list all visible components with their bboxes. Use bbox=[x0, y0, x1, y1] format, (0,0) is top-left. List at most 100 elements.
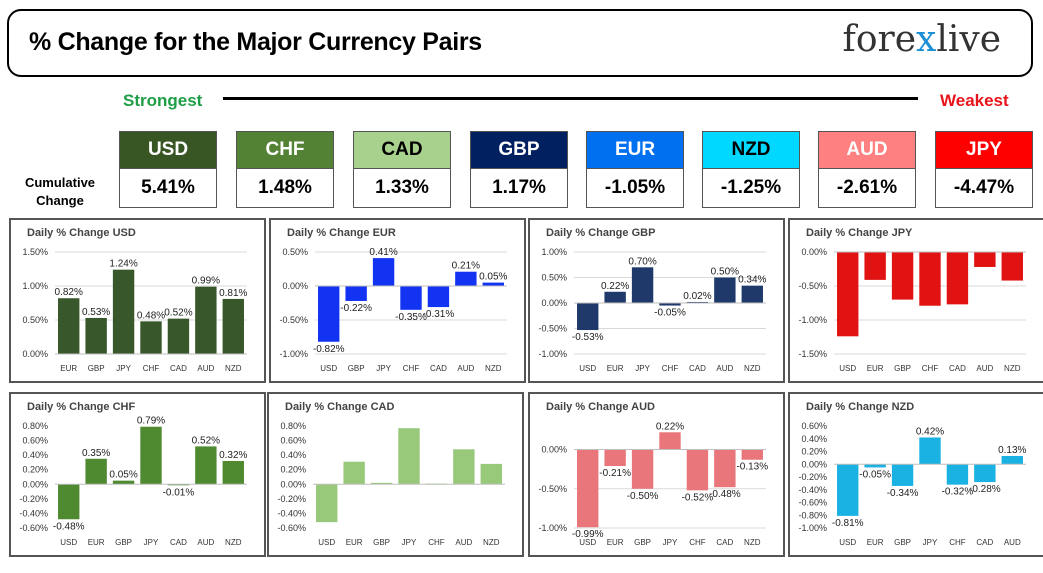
x-tick-label: CHF bbox=[662, 364, 679, 373]
x-tick-label: NZD bbox=[744, 538, 761, 547]
bar-eur bbox=[85, 458, 107, 485]
x-tick-label: AUD bbox=[976, 364, 993, 373]
chart-title: Daily % Change USD bbox=[27, 227, 136, 239]
data-label: 0.42% bbox=[916, 426, 944, 437]
bar-aud bbox=[453, 449, 475, 485]
data-label: -0.35% bbox=[395, 312, 427, 323]
data-label: 0.21% bbox=[452, 261, 480, 272]
data-label: -0.32% bbox=[942, 487, 974, 498]
x-tick-label: USD bbox=[579, 538, 596, 547]
currency-cell-gbp: GBP 1.17% bbox=[470, 131, 568, 208]
bar-gbp bbox=[891, 464, 914, 486]
data-label: 0.81% bbox=[219, 288, 247, 299]
x-tick-label: JPY bbox=[402, 538, 417, 547]
bar-eur bbox=[864, 252, 886, 280]
x-tick-label: USD bbox=[839, 538, 856, 547]
y-tick-label: -0.40% bbox=[798, 485, 827, 495]
y-tick-label: 0.50% bbox=[541, 273, 567, 283]
x-tick-label: GBP bbox=[348, 364, 365, 373]
x-tick-label: AUD bbox=[455, 538, 472, 547]
bar-jpy bbox=[140, 426, 162, 485]
x-tick-label: CHF bbox=[428, 538, 445, 547]
bar-chart: Daily % Change JPY -1.50% -1.00% -0.50% 0.00… bbox=[798, 227, 1026, 373]
currency-name: AUD bbox=[818, 131, 916, 169]
bar-eur bbox=[58, 298, 80, 354]
bar-chart: Daily % Change AUD -1.00% -0.50% 0.00% -0.99… bbox=[538, 401, 768, 547]
y-tick-label: 1.50% bbox=[22, 247, 48, 257]
bar-gbp bbox=[345, 286, 367, 301]
bar-chart: Daily % Change GBP -1.00% -0.50% 0.00% 0.50%… bbox=[538, 227, 766, 373]
currency-name: CAD bbox=[353, 131, 451, 169]
bar-cad bbox=[714, 449, 736, 488]
data-label: -0.81% bbox=[832, 518, 864, 529]
y-tick-label: 0.50% bbox=[282, 247, 308, 257]
y-tick-label: 0.80% bbox=[280, 421, 306, 431]
chart-panel-jpy: Daily % Change JPY -1.50% -1.00% -0.50% 0.00… bbox=[788, 218, 1043, 383]
x-tick-label: CHF bbox=[922, 364, 939, 373]
data-label: 0.79% bbox=[137, 416, 165, 427]
cumulative-value: 1.33% bbox=[353, 169, 451, 208]
chart-panel-usd: Daily % Change USD 0.00% 0.50% 1.00% 1.50% 0.… bbox=[9, 218, 266, 383]
x-tick-label: CHF bbox=[689, 538, 706, 547]
y-tick-label: 0.00% bbox=[801, 247, 827, 257]
x-tick-label: NZD bbox=[483, 538, 500, 547]
bar-usd bbox=[577, 449, 599, 528]
bar-jpy bbox=[372, 258, 395, 286]
data-label: 0.41% bbox=[369, 247, 397, 258]
x-tick-label: USD bbox=[839, 364, 856, 373]
cumulative-value: -4.47% bbox=[935, 169, 1033, 208]
x-tick-label: EUR bbox=[867, 538, 884, 547]
data-label: -0.48% bbox=[709, 489, 741, 500]
cumulative-value: -1.25% bbox=[702, 169, 800, 208]
currency-name: GBP bbox=[470, 131, 568, 169]
data-label: -0.01% bbox=[163, 487, 195, 498]
bar-jpy bbox=[631, 267, 654, 303]
x-tick-label: JPY bbox=[116, 364, 131, 373]
data-label: 0.32% bbox=[219, 450, 247, 461]
x-tick-label: CHF bbox=[949, 538, 966, 547]
bar-aud bbox=[974, 252, 996, 267]
cumulative-value: -2.61% bbox=[818, 169, 916, 208]
bar-nzd bbox=[482, 282, 504, 286]
x-tick-label: JPY bbox=[923, 538, 938, 547]
y-tick-label: 0.60% bbox=[280, 436, 306, 446]
x-tick-label: GBP bbox=[894, 364, 911, 373]
y-tick-label: -0.50% bbox=[798, 281, 827, 291]
y-tick-label: 1.00% bbox=[541, 247, 567, 257]
logo-text-right: live bbox=[936, 19, 1001, 60]
page-title: % Change for the Major Currency Pairs bbox=[29, 28, 482, 56]
data-label: -0.22% bbox=[340, 303, 372, 314]
data-label: -0.13% bbox=[736, 462, 768, 473]
bar-jpy bbox=[659, 432, 681, 450]
y-tick-label: -0.50% bbox=[279, 315, 308, 325]
bar-gbp bbox=[85, 317, 107, 354]
x-tick-label: JPY bbox=[635, 364, 650, 373]
data-label: -0.34% bbox=[887, 488, 919, 499]
bar-cad bbox=[974, 464, 996, 483]
data-label: -0.05% bbox=[859, 469, 891, 480]
bar-jpy bbox=[398, 428, 420, 485]
x-tick-label: AUD bbox=[716, 364, 733, 373]
bar-chf bbox=[946, 464, 969, 485]
y-tick-label: 0.60% bbox=[801, 421, 827, 431]
x-tick-label: CHF bbox=[403, 364, 420, 373]
bar-gbp bbox=[891, 252, 914, 300]
bar-nzd bbox=[741, 449, 763, 460]
bar-chart: Daily % Change EUR -1.00% -0.50% 0.00% 0.50%… bbox=[279, 227, 507, 373]
y-tick-label: 0.00% bbox=[541, 298, 567, 308]
cumulative-change-label: Cumulative Change bbox=[20, 174, 100, 210]
y-tick-label: -1.00% bbox=[798, 315, 827, 325]
cumulative-label-line2: Change bbox=[36, 193, 84, 208]
chart-title: Daily % Change GBP bbox=[546, 227, 655, 239]
y-tick-label: 0.60% bbox=[22, 436, 48, 446]
header-banner: % Change for the Major Currency Pairs fo… bbox=[7, 9, 1033, 77]
currency-name: EUR bbox=[586, 131, 684, 169]
x-tick-label: NZD bbox=[225, 364, 242, 373]
data-label: 0.53% bbox=[82, 307, 110, 318]
y-tick-label: -1.00% bbox=[798, 523, 827, 533]
x-tick-label: CHF bbox=[143, 364, 160, 373]
data-label: 0.34% bbox=[738, 275, 766, 286]
x-tick-label: JPY bbox=[376, 364, 391, 373]
data-label: 0.05% bbox=[109, 470, 137, 481]
data-label: -0.99% bbox=[572, 529, 604, 540]
